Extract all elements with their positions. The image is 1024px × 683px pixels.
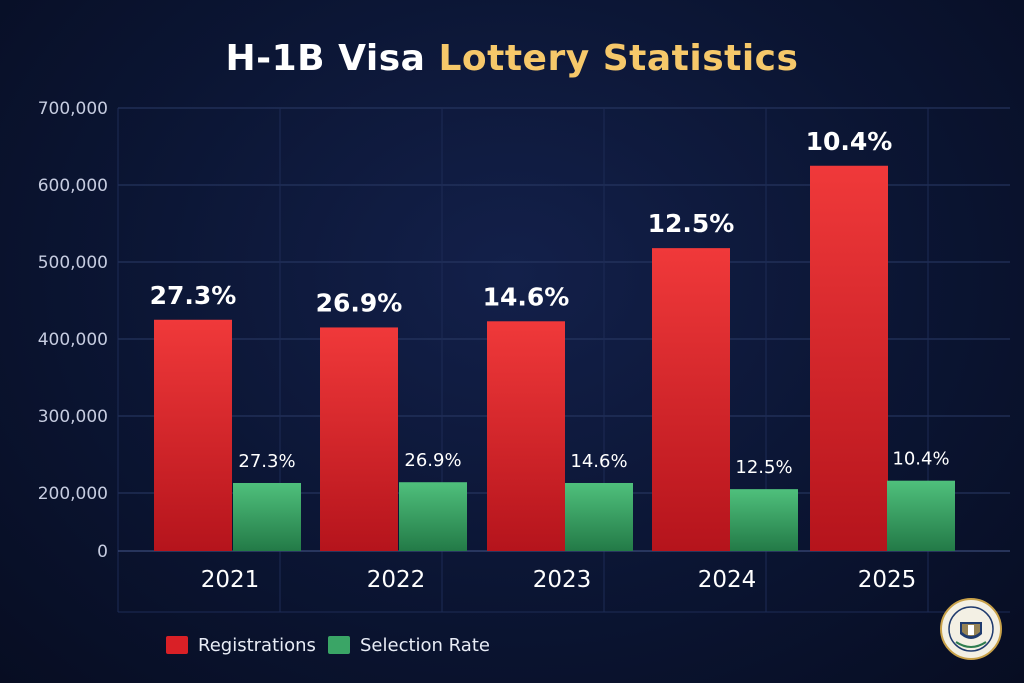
bar-selection-rate (233, 482, 301, 551)
bar-registrations (487, 321, 565, 551)
title-accent: Lottery Statistics (438, 38, 799, 79)
bar-registrations (652, 248, 730, 551)
legend-item-selection-rate: Selection Rate (328, 633, 490, 657)
legend-label-registrations: Registrations (198, 634, 316, 656)
y-tick-label: 200,000 (38, 484, 108, 504)
bar-selection-rate (565, 482, 633, 551)
bar-selection-rate (887, 480, 955, 551)
chart-title: H-1B Visa Lottery Statistics (0, 38, 1024, 79)
data-label-registrations: 26.9% (316, 288, 403, 317)
y-tick-label: 700,000 (38, 99, 108, 119)
data-label-registrations: 10.4% (806, 127, 893, 156)
legend-item-registrations: Registrations (166, 633, 316, 657)
y-axis: 0 200,000 300,000 400,000 500,000 600,000 700,… (38, 99, 108, 562)
data-label-registrations: 14.6% (483, 282, 570, 311)
bar-registrations (810, 165, 888, 551)
data-label-registrations: 12.5% (648, 209, 735, 238)
legend-swatch-registrations (166, 636, 188, 654)
government-seal-icon (940, 598, 1002, 660)
x-tick-label: 2025 (858, 567, 917, 593)
x-tick-label: 2024 (698, 567, 757, 593)
y-tick-label: 0 (97, 542, 108, 562)
x-axis: 2021 2022 2023 2024 2025 (201, 567, 917, 593)
y-tick-label: 300,000 (38, 407, 108, 427)
data-label-selection-rate: 26.9% (404, 450, 461, 471)
x-tick-label: 2021 (201, 567, 260, 593)
data-label-selection-rate: 27.3% (238, 451, 295, 472)
data-label-registrations: 27.3% (150, 281, 237, 310)
x-tick-label: 2023 (533, 567, 592, 593)
data-label-selection-rate: 12.5% (735, 457, 792, 478)
y-tick-label: 500,000 (38, 253, 108, 273)
y-tick-label: 400,000 (38, 330, 108, 350)
data-label-selection-rate: 10.4% (892, 449, 949, 470)
bar-selection-rate (730, 489, 798, 551)
x-tick-label: 2022 (367, 567, 426, 593)
bar-registrations (154, 319, 232, 551)
bars: 27.3% 27.3% 26.9% 26.9% 14.6% 14.6% 12.5% 12.5%… (150, 127, 955, 551)
data-label-selection-rate: 14.6% (570, 451, 627, 472)
bar-selection-rate (399, 482, 467, 551)
y-tick-label: 600,000 (38, 176, 108, 196)
title-main: H-1B Visa (225, 38, 426, 79)
legend-swatch-selection-rate (328, 636, 350, 654)
bar-registrations (320, 327, 398, 551)
legend-label-selection-rate: Selection Rate (360, 634, 490, 656)
